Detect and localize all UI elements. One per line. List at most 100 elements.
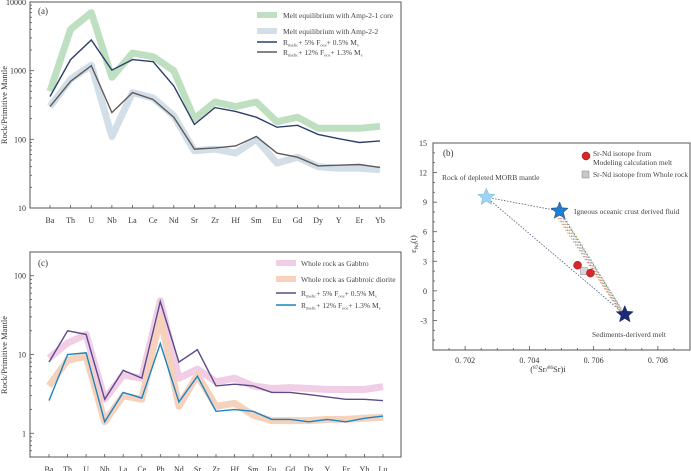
x-tick-label: Nd — [174, 465, 184, 471]
x-tick-label: Sm — [251, 216, 262, 225]
legend-a-label-amp21: Melt equilibrium with Amp-2-1 core — [283, 11, 394, 20]
x-tick-label: 0. 704 — [519, 356, 539, 365]
mixing-curve — [486, 196, 560, 212]
x-tick-label: Zr — [212, 465, 220, 471]
panel-a-legend: Melt equilibrium with Amp-2-1 core Melt … — [257, 11, 394, 58]
legend-c-label-model2: Rmafic+ 12% Foce+ 1.3% Ms — [301, 301, 381, 311]
x-tick-label: Gd — [285, 465, 295, 471]
legend-b-label-melt-line2: Modeling calculation melt — [593, 158, 673, 167]
legend-a-label-model1: Rmafic+ 5% Foce+ 0.5% Ms — [283, 38, 359, 48]
x-tick-label: Sr — [194, 465, 201, 471]
mixing-curve-detail — [557, 214, 621, 311]
panel-a-chart: 10 100 1000 10000 Ba Th U Nb La Ce Nd Sr Zr Hf Sm Eu Gd… — [0, 0, 402, 225]
panel-a-y-ticks: 10 100 1000 10000 — [6, 0, 34, 213]
panel-a-label: (a) — [38, 6, 48, 16]
x-tick-label: Gd — [293, 216, 303, 225]
legend-a-swatch-amp22 — [257, 28, 277, 34]
x-tick-label: Eu — [267, 465, 276, 471]
panel-b-label: (b) — [443, 148, 454, 158]
legend-a-swatch-amp21 — [257, 12, 277, 18]
x-tick-label: Nb — [100, 465, 110, 471]
annotation-morb: Rock of depleted MORB mantle — [442, 173, 540, 182]
x-tick-label: Ce — [149, 216, 158, 225]
panel-a-bands — [46, 9, 381, 174]
legend-a-label-model2: Rmafic+ 12% Foce+ 1.3% Ms — [283, 48, 363, 58]
x-tick-label: Hf — [231, 216, 240, 225]
x-tick-label: Sm — [248, 465, 259, 471]
y-tick-label: 3 — [423, 257, 427, 266]
y-tick-label: 15 — [419, 139, 427, 148]
panel-b-legend: Sr-Nd isotope from Modeling calculation … — [581, 149, 688, 179]
mixing-curve-detail — [559, 214, 622, 311]
x-tick-label: Ba — [46, 216, 55, 225]
x-tick-label: Ba — [45, 465, 54, 471]
x-tick-label: Yb — [360, 465, 370, 471]
x-tick-label: Eu — [272, 216, 281, 225]
legend-c-label-diorite: Whole rock as Gabbroic diorite — [301, 275, 396, 284]
x-tick-label: Nb — [107, 216, 117, 225]
panel-c-y-ticks: 1 10 100 — [14, 251, 34, 458]
x-tick-label: 0. 708 — [648, 356, 668, 365]
panel-c-chart: 1 10 100 Ba Th U Nb La Ce Pb Nd Sr Zr Hf Sm Eu Gd Dy Y Er Y… — [0, 251, 402, 471]
legend-b-label-melt-line1: Sr-Nd isotope from — [593, 149, 651, 158]
panel-a-frame — [29, 1, 402, 209]
y-tick-label: 10 — [18, 351, 26, 360]
panel-c-label: (c) — [38, 258, 48, 268]
mixing-curve — [486, 196, 626, 315]
legend-b-label-wholerock: Sr-Nd isotope from Whole rock — [593, 170, 688, 179]
legend-c-label-model1: Rmafic+ 5% Foce+ 0.5% Ms — [301, 289, 377, 299]
line-series-2 — [49, 38, 381, 144]
panel-a-lines — [49, 38, 381, 169]
y-tick-label: 100 — [14, 135, 26, 144]
x-tick-label: Ce — [137, 465, 146, 471]
y-tick-label: 0 — [423, 287, 427, 296]
panel-b-x-ticks: 0. 702 0. 704 0. 706 0. 708 — [432, 346, 691, 365]
panel-b-points — [477, 187, 634, 323]
annotation-igneous-fluid: Igneous oceanic crust derived fluid — [574, 207, 680, 216]
line-series-3 — [48, 341, 384, 424]
annotation-sediment-melt: Sediments-deriverd melt — [592, 330, 667, 339]
x-tick-label: Yb — [375, 216, 385, 225]
x-tick-label: 0. 706 — [584, 356, 604, 365]
panel-a-x-ticks: Ba Th U Nb La Ce Nd Sr Zr Hf Sm Eu Gd Dy Y Er Yb — [46, 205, 385, 225]
x-tick-label: U — [83, 465, 89, 471]
x-tick-label: Dy — [304, 465, 314, 471]
x-tick-label: Th — [66, 216, 75, 225]
legend-a-label-amp22: Melt equilibrium with Amp-2-2 — [283, 27, 378, 36]
line-series-3 — [49, 64, 381, 169]
panel-b-x-axis-title: (87Sr/86Sr)i — [530, 364, 566, 374]
star-igneous-fluid — [550, 201, 569, 219]
x-tick-label: U — [88, 216, 94, 225]
y-tick-label: 1000 — [10, 67, 26, 76]
y-tick-label: -3 — [420, 316, 427, 325]
x-tick-label: Hf — [230, 465, 239, 471]
x-tick-label: Y — [324, 465, 330, 471]
legend-c-label-gabbro: Whole rock as Gabbro — [301, 259, 369, 268]
modeling-melt-point — [586, 268, 595, 278]
modeling-melt-point — [573, 260, 582, 270]
panel-b-y-axis-title: εNd(t) — [408, 235, 420, 253]
x-tick-label: Nd — [169, 216, 179, 225]
panel-a-y-axis-title: Rock/Primitive Mantle — [0, 66, 9, 144]
legend-c-swatch-diorite — [276, 276, 296, 282]
x-tick-label: Er — [342, 465, 350, 471]
x-tick-label: Pb — [156, 465, 164, 471]
legend-b-marker-wholerock — [581, 170, 590, 179]
y-tick-label: 6 — [423, 228, 427, 237]
x-tick-label: La — [128, 216, 137, 225]
x-tick-label: La — [119, 465, 128, 471]
mixing-curve-detail — [560, 214, 623, 311]
star-sediment-melt — [615, 304, 634, 323]
x-tick-label: Lu — [379, 465, 388, 471]
legend-b-marker-melt — [581, 151, 591, 161]
mixing-curve — [559, 210, 626, 315]
mixing-curve-detail — [562, 214, 624, 311]
panel-b-y-ticks: -3 0 3 6 9 12 15 — [419, 139, 437, 351]
panel-c-x-ticks: Ba Th U Nb La Ce Pb Nd Sr Zr Hf Sm Eu Gd Dy Y Er Yb Lu — [45, 454, 388, 471]
x-tick-label: Sr — [191, 216, 198, 225]
y-tick-label: 10000 — [6, 0, 26, 7]
panel-c-y-axis-title: Rock/Primitive Mantle — [0, 316, 9, 394]
y-tick-label: 100 — [14, 272, 26, 281]
